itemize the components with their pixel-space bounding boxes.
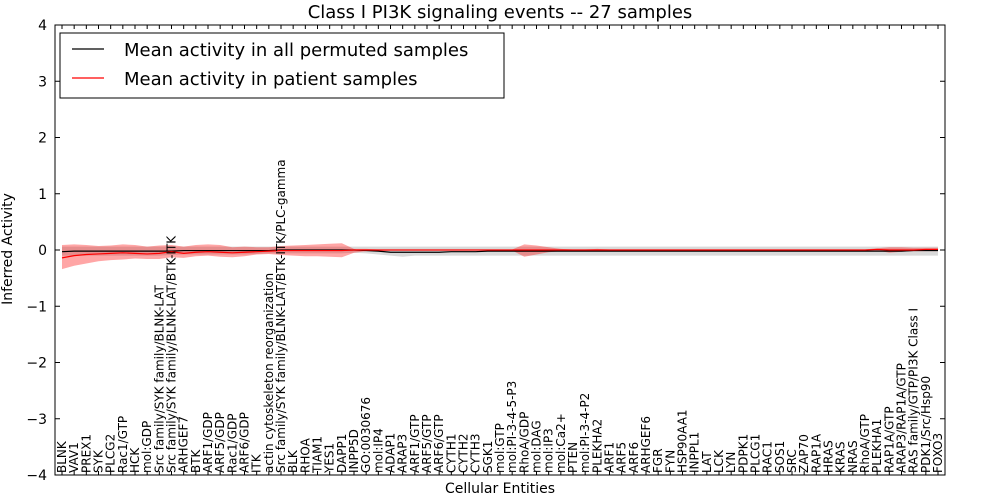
x-tick-label: NRAS [846,440,860,473]
x-tick-label: mol:PI-3-4-5-P3 [505,381,519,473]
line-patient-mean [61,248,938,259]
line-permuted-mean [61,249,938,253]
x-tick-label: Rac1/GTP [116,416,130,473]
x-tick-label: INPPL1 [688,432,702,473]
x-axis: BLNKVAV1PREX1SYKPLCG2Rac1/GTPHCKmol:GDPS… [55,25,945,475]
x-tick-label: ARF5/GDP [213,412,227,473]
x-tick-label: RHOA [298,437,312,473]
x-tick-label: YES1 [323,443,337,474]
x-tick-label: PLCG2 [104,434,118,473]
x-tick-label: CYTH2 [457,434,471,474]
x-tick-label: LYN [724,452,738,473]
series-lines [61,248,938,259]
x-tick-label: LAT [700,451,714,473]
y-tick-label: 1 [38,187,47,203]
x-tick-label: HSP90AA1 [676,409,690,473]
x-tick-label: mol:DAG [530,420,544,473]
x-axis-label: Cellular Entities [445,481,555,497]
y-tick-label: −4 [26,468,47,484]
x-tick-label: SRC [785,449,799,473]
x-tick-label: ARHGEF6 [639,416,653,473]
x-tick-label: mol:IP4 [371,428,385,473]
y-tick-label: 3 [38,74,47,90]
x-tick-label: mol:PI-3-4-P2 [578,393,592,473]
x-tick-label: ARAP3 [396,434,410,473]
x-tick-label: mol:GTP [493,423,507,473]
y-tick-label: 0 [38,243,47,259]
x-tick-label: BLNK [55,440,69,473]
x-tick-label: ZAP70 [797,434,811,473]
x-tick-label: ARF1 [603,442,617,473]
x-tick-label: RAC1 [761,441,775,473]
x-tick-label: RAP1A/GTP [882,406,896,473]
y-tick-label: −3 [26,412,47,428]
x-tick-label: ARF6/GTP [432,414,446,473]
y-tick-label: −1 [26,299,47,315]
x-tick-label: ARF6 [627,442,641,473]
x-tick-label: SGK1 [481,441,495,473]
x-tick-label: ITK [250,453,264,473]
x-tick-label: KRAS [834,441,848,473]
x-tick-label: VAV1 [67,442,81,473]
x-tick-label: FOXO3 [931,433,945,473]
x-tick-label: RhoA/GDP [517,412,531,473]
x-tick-label: GO:0030676 [359,397,373,473]
y-tick-label: −2 [26,356,47,372]
x-tick-label: LCK [712,449,726,473]
x-tick-label: mol:IP3 [542,428,556,473]
x-tick-label: PDPK1 [736,434,750,473]
x-tick-label: ARAP3/RAP1A/GTP [895,363,909,473]
x-tick-label: ARF5/GTP [420,414,434,473]
x-tick-label: RAS family/GTP/PI3K Class I [907,308,921,473]
x-tick-label: INPP5D [347,429,361,473]
x-tick-label: ARHGEF7 [177,416,191,473]
y-tick-label: 2 [38,131,47,147]
x-tick-label: ARF6/GDP [238,412,252,473]
x-tick-label: CYTH3 [469,434,483,474]
x-tick-label: PLEKHA1 [870,419,884,473]
x-tick-label: SYK [92,449,106,473]
x-tick-label: mol:GDP [140,421,154,473]
x-tick-label: actin cytoskeleton reorganization [262,273,276,473]
x-tick-label: HCK [128,447,142,473]
x-tick-label: ARF1/GDP [201,412,215,473]
x-tick-label: Src family/SYK family/BLNK-LAT/BTK-ITK/P… [274,159,288,473]
x-tick-label: PDK1/Src/Hsp90 [919,376,933,473]
legend-label-permuted: Mean activity in all permuted samples [124,40,468,61]
x-tick-label: Src family/SYK family/BLNK-LAT/BTK-ITK [165,235,179,473]
x-tick-label: FGR [651,448,665,473]
x-tick-label: mol:Ca2+ [554,413,568,473]
x-tick-label: ARF5 [615,442,629,473]
x-tick-label: Src family/SYK family/BLNK-LAT [152,284,166,473]
x-tick-label: BTK [189,448,203,473]
x-tick-label: RhoA/GTP [858,414,872,473]
x-tick-label: Rac1/GDP [225,414,239,473]
x-tick-label: DAPP1 [335,434,349,473]
y-axis-label: Inferred Activity [0,193,16,305]
x-tick-label: PLCG1 [749,434,763,473]
legend-label-patient: Mean activity in patient samples [124,69,418,90]
x-tick-label: PREX1 [79,434,93,473]
x-tick-label: SOS1 [773,441,787,473]
y-tick-label: 4 [38,18,47,34]
x-tick-label: RAP1A [809,433,823,473]
legend-box [59,32,505,99]
x-tick-label: BLK [286,449,300,473]
x-tick-label: ARF1/GTP [408,414,422,473]
x-tick-label: PLEKHA2 [590,419,604,473]
y-axis: −4 −3 −2 −1 0 1 2 3 4 [26,18,945,484]
chart-title: Class I PI3K signaling events -- 27 samp… [308,2,693,23]
x-tick-label: FYN [663,450,677,473]
x-tick-label: HRAS [822,440,836,473]
x-tick-label: CYTH1 [444,434,458,474]
legend: Mean activity in all permuted samples Me… [59,32,505,99]
x-tick-label: ADAP1 [384,433,398,473]
x-tick-label: TIAM1 [311,436,325,474]
x-tick-label: PTEN [566,442,580,473]
